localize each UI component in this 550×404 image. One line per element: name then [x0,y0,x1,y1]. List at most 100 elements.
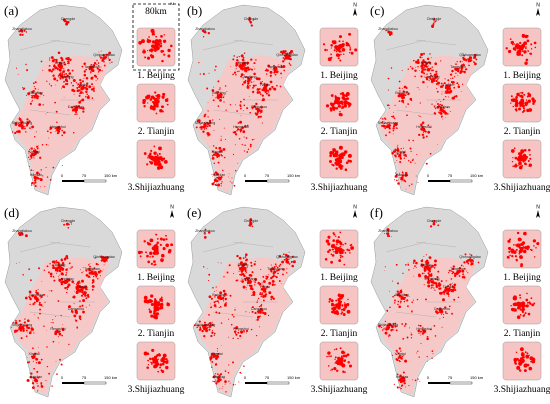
urban-patch [61,87,62,89]
inset-caption: 1. Beijing [503,273,541,283]
urban-patch [235,63,239,66]
urban-patch [234,169,237,172]
urban-patch [64,70,66,71]
inset [502,341,542,381]
urban-patch [433,80,436,82]
urban-patch [244,144,246,147]
urban-patch [439,111,442,115]
urban-patch [421,133,425,137]
urban-patch [420,127,423,131]
urban-patch [249,220,252,222]
inset-urban [165,358,168,361]
urban-patch [67,21,69,23]
urban-patch [29,102,33,105]
urban-patch [60,273,63,276]
urban-patch [239,107,242,110]
inset-urban [155,35,158,38]
urban-patch [222,385,224,387]
urban-patch [237,331,240,334]
urban-patch [252,84,256,88]
urban-patch [26,121,28,122]
inset-urban [523,148,527,152]
urban-patch [288,51,292,55]
urban-patch [82,92,84,94]
urban-patch [215,294,217,296]
inset-urban [330,253,333,256]
urban-patch [235,68,237,70]
urban-patch [71,309,73,312]
urban-patch [22,123,24,125]
urban-patch [221,181,223,183]
urban-patch [64,63,67,66]
inset-urban [348,32,352,36]
inset-urban [518,155,521,158]
urban-patch [33,376,36,380]
inset-urban [345,42,350,47]
urban-patch [220,262,222,264]
inset-urban [149,155,153,159]
urban-patch [410,337,413,339]
urban-patch [460,90,462,92]
urban-patch [217,177,219,180]
inset-urban [335,299,338,302]
urban-patch [37,88,39,90]
inset-urban [525,58,529,62]
urban-patch [210,306,213,309]
urban-patch [421,332,425,335]
inset-urban [343,302,346,304]
urban-patch [427,284,431,288]
urban-patch [236,110,238,112]
urban-patch [85,76,89,80]
urban-patch [207,123,210,126]
urban-patch [234,144,236,146]
city-label: Zhangjiakou [195,27,215,31]
urban-patch [234,309,236,311]
urban-patch [217,183,221,187]
inset-urban [520,157,524,161]
inset-urban [147,364,149,366]
urban-patch [59,72,62,75]
urban-patch [393,383,395,385]
urban-patch [102,54,104,56]
urban-patch [285,52,289,56]
inset-urban [507,49,512,54]
urban-patch [395,127,397,129]
urban-patch [109,62,111,64]
urban-patch [241,272,243,274]
inset-urban [159,237,163,241]
urban-patch [426,355,428,358]
urban-patch [452,96,456,100]
urban-patch [68,77,71,80]
urban-patch [37,144,39,146]
inset-urban [506,255,510,259]
urban-patch [30,169,33,171]
urban-patch [31,386,35,390]
urban-patch [19,33,22,36]
urban-patch [434,62,438,66]
urban-patch [26,94,28,96]
urban-patch [441,326,443,328]
urban-patch [199,328,202,331]
urban-patch [265,88,268,91]
inset-urban [517,237,522,242]
urban-patch [242,56,245,59]
urban-patch [55,270,57,272]
urban-patch [423,256,425,258]
urban-patch [414,162,416,164]
urban-patch [19,329,23,332]
inset-urban [337,159,340,161]
inset-urban [523,93,526,96]
plain-area [379,55,476,193]
urban-patch [56,132,59,135]
urban-patch [85,87,89,91]
urban-patch [82,270,84,272]
urban-patch [248,78,250,80]
urban-patch [88,269,91,272]
urban-patch [28,290,32,294]
inset-urban [509,238,512,241]
inset-urban [158,353,161,355]
urban-patch [249,143,252,146]
urban-patch [475,58,478,61]
inset-caption: 3.Shijiazhuang [311,385,368,395]
urban-patch [63,74,65,76]
